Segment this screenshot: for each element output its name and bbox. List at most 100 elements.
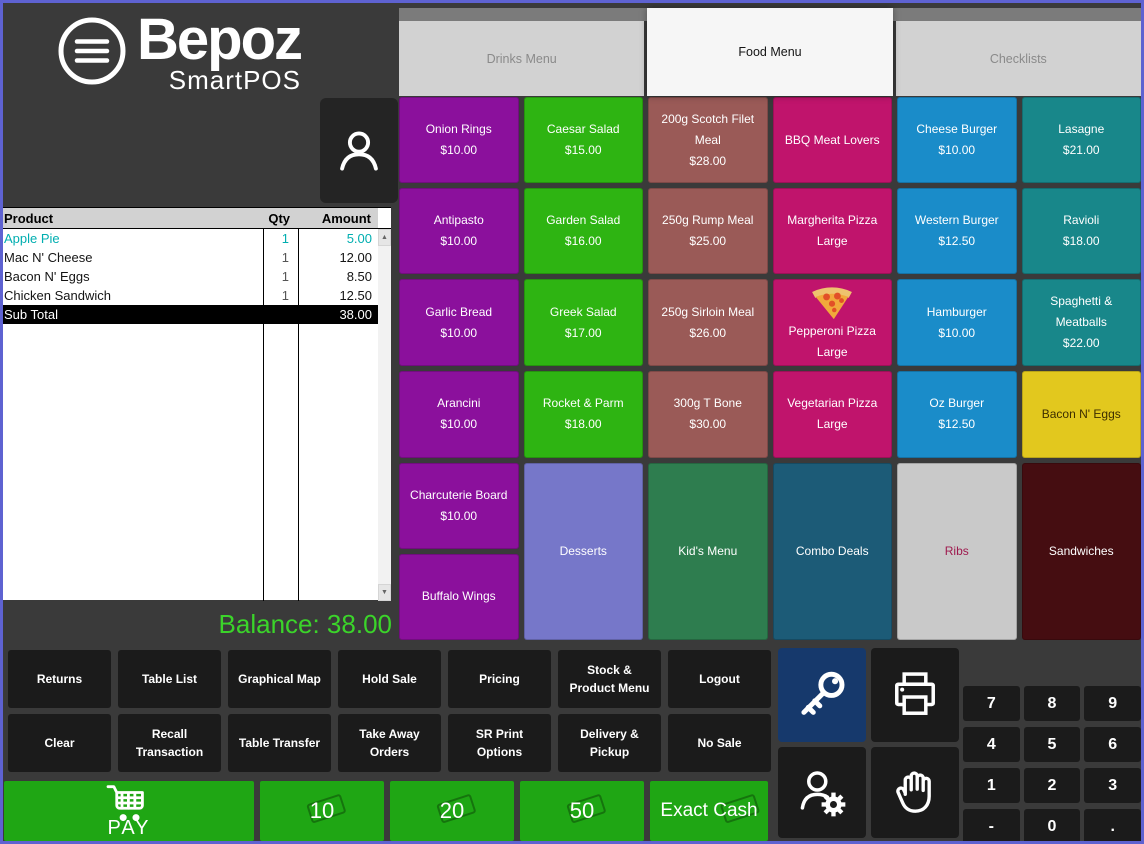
numpad-key-5[interactable]: 5 bbox=[1023, 727, 1081, 762]
cashier-key-button[interactable] bbox=[778, 648, 866, 742]
customer-button[interactable] bbox=[320, 98, 398, 203]
order-qty: 1 bbox=[281, 269, 289, 284]
user-settings-button[interactable] bbox=[778, 747, 866, 838]
numpad-key-7[interactable]: 7 bbox=[963, 686, 1020, 721]
returns-button[interactable]: Returns bbox=[8, 650, 111, 708]
tile-name: Pepperoni Pizza Large bbox=[788, 324, 876, 360]
menu-tile-hamburger[interactable]: Hamburger $10.00 bbox=[897, 279, 1017, 367]
sr-print-options-button[interactable]: SR Print Options bbox=[448, 714, 551, 772]
take-away-orders-button[interactable]: Take Away Orders bbox=[338, 714, 441, 772]
cash-10-button[interactable]: 10 bbox=[260, 781, 384, 841]
menu-tile-pepperoni-pizza-large[interactable]: Pepperoni Pizza Large bbox=[772, 279, 892, 367]
hamburger-menu-button[interactable] bbox=[55, 14, 129, 91]
numpad-key-0[interactable]: 0 bbox=[1023, 809, 1081, 844]
menu-tile-garden-salad[interactable]: Garden Salad $16.00 bbox=[523, 188, 643, 275]
menu-tile-kid-s-menu[interactable]: Kid's Menu bbox=[648, 462, 768, 640]
menu-tile-250g-rump-meal[interactable]: 250g Rump Meal $25.00 bbox=[648, 188, 768, 275]
tile-price: $17.00 bbox=[564, 325, 602, 340]
tab-checklists[interactable]: Checklists bbox=[895, 21, 1141, 96]
tile-price: $10.00 bbox=[938, 325, 976, 340]
order-product: Bacon N' Eggs bbox=[4, 269, 90, 284]
order-table-body: Apple Pie 1 5.00 Mac N' Cheese 1 12.00 Bacon N… bbox=[0, 229, 391, 601]
delivery-pickup-button[interactable]: Delivery & Pickup bbox=[558, 714, 661, 772]
key-icon bbox=[801, 671, 845, 715]
tile-name: Combo Deals bbox=[795, 543, 869, 558]
numpad-key-label: 3 bbox=[1108, 776, 1118, 794]
menu-tile-desserts[interactable]: Desserts bbox=[523, 462, 643, 640]
numpad-key-1[interactable]: 1 bbox=[963, 768, 1020, 803]
menu-tile-margherita-pizza-large[interactable]: Margherita Pizza Large bbox=[772, 188, 892, 275]
recall-transaction-button[interactable]: Recall Transaction bbox=[118, 714, 221, 772]
menu-tile-bacon-n-eggs[interactable]: Bacon N' Eggs bbox=[1021, 371, 1141, 458]
menu-tile-combo-deals[interactable]: Combo Deals bbox=[772, 462, 892, 640]
menu-tile-300g-t-bone[interactable]: 300g T Bone $30.00 bbox=[648, 371, 768, 458]
scroll-down-icon[interactable]: ▼ bbox=[378, 584, 391, 601]
menu-tile-250g-sirloin-meal[interactable]: 250g Sirloin Meal $26.00 bbox=[648, 279, 768, 367]
menu-tile-onion-rings[interactable]: Onion Rings $10.00 bbox=[399, 97, 519, 184]
tab-food-menu[interactable]: Food Menu bbox=[647, 8, 893, 96]
tile-price: $18.00 bbox=[1062, 234, 1100, 249]
function-button-label: Pricing bbox=[479, 672, 520, 686]
table-list-button[interactable]: Table List bbox=[118, 650, 221, 708]
stop-hand-button[interactable] bbox=[871, 747, 959, 838]
exact-cash-button[interactable]: Exact Cash bbox=[650, 781, 768, 841]
menu-tile-rocket-parm[interactable]: Rocket & Parm $18.00 bbox=[523, 371, 643, 458]
order-row-bacon-n-eggs[interactable]: Bacon N' Eggs 1 8.50 bbox=[0, 267, 378, 286]
stock-product-menu-button[interactable]: Stock & Product Menu bbox=[558, 650, 661, 708]
cash-50-button[interactable]: 50 bbox=[520, 781, 644, 841]
pay-button[interactable]: PAY bbox=[4, 781, 254, 841]
order-list-scrollbar[interactable]: ▲ ▼ bbox=[378, 229, 391, 601]
tile-name: Lasagne bbox=[1058, 122, 1105, 137]
menu-tile-bbq-meat-lovers[interactable]: BBQ Meat Lovers bbox=[772, 97, 892, 184]
menu-tile-antipasto[interactable]: Antipasto $10.00 bbox=[399, 188, 519, 275]
hold-sale-button[interactable]: Hold Sale bbox=[338, 650, 441, 708]
menu-tile-lasagne[interactable]: Lasagne $21.00 bbox=[1021, 97, 1141, 184]
clear-button[interactable]: Clear bbox=[8, 714, 111, 772]
tile-name: Western Burger bbox=[914, 213, 999, 228]
function-button-label: Graphical Map bbox=[238, 672, 321, 686]
cash-20-button[interactable]: 20 bbox=[390, 781, 514, 841]
menu-tile-vegetarian-pizza-large[interactable]: Vegetarian Pizza Large bbox=[772, 371, 892, 458]
menu-tile-arancini[interactable]: Arancini $10.00 bbox=[399, 371, 519, 458]
menu-tile-sandwiches[interactable]: Sandwiches bbox=[1021, 462, 1141, 640]
table-transfer-button[interactable]: Table Transfer bbox=[228, 714, 331, 772]
menu-tile-200g-scotch-filet-meal[interactable]: 200g Scotch Filet Meal $28.00 bbox=[648, 97, 768, 184]
tile-price: $10.00 bbox=[938, 143, 976, 158]
tile-name: 250g Rump Meal bbox=[662, 213, 754, 228]
menu-tile-ravioli[interactable]: Ravioli $18.00 bbox=[1021, 188, 1141, 275]
hamburger-circle-icon bbox=[58, 17, 126, 85]
numpad-key-label: . bbox=[1110, 817, 1115, 835]
menu-tile-charcuterie-board[interactable]: Charcuterie Board $10.00 bbox=[399, 462, 519, 549]
numpad-key-9[interactable]: 9 bbox=[1084, 686, 1141, 721]
order-row-chicken-sandwich[interactable]: Chicken Sandwich 1 12.50 bbox=[0, 286, 378, 305]
menu-tile-cheese-burger[interactable]: Cheese Burger $10.00 bbox=[897, 97, 1017, 184]
graphical-map-button[interactable]: Graphical Map bbox=[228, 650, 331, 708]
numpad-key-6[interactable]: 6 bbox=[1084, 727, 1141, 762]
logout-button[interactable]: Logout bbox=[668, 650, 771, 708]
no-sale-button[interactable]: No Sale bbox=[668, 714, 771, 772]
menu-tile-spaghetti-meatballs[interactable]: Spaghetti & Meatballs $22.00 bbox=[1021, 279, 1141, 367]
numpad-key-3[interactable]: 3 bbox=[1084, 768, 1141, 803]
numpad-key-8[interactable]: 8 bbox=[1023, 686, 1081, 721]
menu-tile-buffalo-wings[interactable]: Buffalo Wings bbox=[399, 553, 519, 640]
menu-tile-oz-burger[interactable]: Oz Burger $12.50 bbox=[897, 371, 1017, 458]
numpad-key-dot[interactable]: . bbox=[1084, 809, 1141, 844]
numpad-key-2[interactable]: 2 bbox=[1023, 768, 1081, 803]
pay-label: PAY bbox=[107, 817, 151, 839]
tile-name: Garden Salad bbox=[546, 213, 621, 228]
numpad-key-minus[interactable]: - bbox=[963, 809, 1020, 844]
menu-tile-ribs[interactable]: Ribs bbox=[897, 462, 1017, 640]
menu-tile-greek-salad[interactable]: Greek Salad $17.00 bbox=[523, 279, 643, 367]
print-button[interactable] bbox=[871, 648, 959, 742]
exact-cash-label: Exact Cash bbox=[660, 800, 758, 821]
menu-tile-caesar-salad[interactable]: Caesar Salad $15.00 bbox=[523, 97, 643, 184]
order-row-apple-pie[interactable]: Apple Pie 1 5.00 bbox=[0, 229, 378, 248]
order-row-mac-n-cheese[interactable]: Mac N' Cheese 1 12.00 bbox=[0, 248, 378, 267]
menu-tile-garlic-bread[interactable]: Garlic Bread $10.00 bbox=[399, 279, 519, 367]
numpad-key-4[interactable]: 4 bbox=[963, 727, 1020, 762]
menu-tile-western-burger[interactable]: Western Burger $12.50 bbox=[897, 188, 1017, 275]
scroll-up-icon[interactable]: ▲ bbox=[378, 229, 391, 246]
tab-drinks-menu[interactable]: Drinks Menu bbox=[399, 21, 645, 96]
balance-bar: Balance: 38.00 bbox=[0, 600, 399, 648]
pricing-button[interactable]: Pricing bbox=[448, 650, 551, 708]
